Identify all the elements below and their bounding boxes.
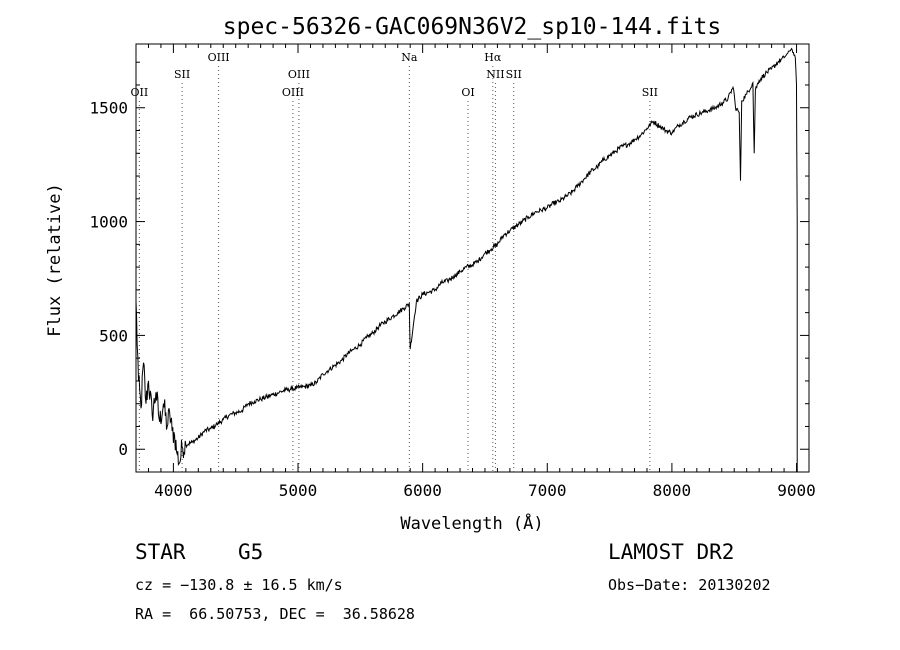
obs-date-line: Obs−Date: 20130202 [608,576,771,594]
x-tick-label: 8000 [653,481,692,500]
survey-name: LAMOST DR2 [608,540,735,564]
x-tick-label: 9000 [777,481,816,500]
emission-line-label: SII [506,68,522,81]
y-axis-label: Flux (relative) [45,183,65,337]
x-tick-label: 6000 [403,481,442,500]
emission-line-label: Hα [484,51,502,64]
spectrum-line [135,47,798,472]
y-tick-label: 0 [118,440,128,459]
emission-line-label: SII [174,68,190,81]
emission-line-label: SII [642,86,658,99]
y-tick-label: 500 [99,326,128,345]
y-tick-label: 1000 [89,213,128,232]
emission-line-label: OIII [288,68,310,81]
y-tick-label: 1500 [89,99,128,118]
redshift-line: cz = −130.8 ± 16.5 km/s [135,576,343,594]
axis-ticks: 4000 5000 6000 7000 8000 9000 0 500 1000 1500 [89,44,816,500]
plot-frame [135,43,810,473]
object-class: STAR [135,540,186,564]
emission-line-label: OII [131,86,149,99]
coordinates-line: RA = 66.50753, DEC = 36.58628 [135,605,415,623]
chart-title: spec-56326-GAC069N36V2_sp10-144.fits [223,14,722,40]
x-tick-label: 4000 [154,481,193,500]
x-axis-label: Wavelength (Å) [400,512,543,534]
emission-line-label: OIII [208,51,230,64]
emission-line-label: NII [486,68,504,81]
x-tick-label: 7000 [528,481,567,500]
x-tick-label: 5000 [279,481,318,500]
emission-line-label: OIII [282,86,304,99]
emission-line-label: OI [461,86,474,99]
object-subclass: G5 [238,540,264,564]
emission-line-label: Na [401,51,418,64]
